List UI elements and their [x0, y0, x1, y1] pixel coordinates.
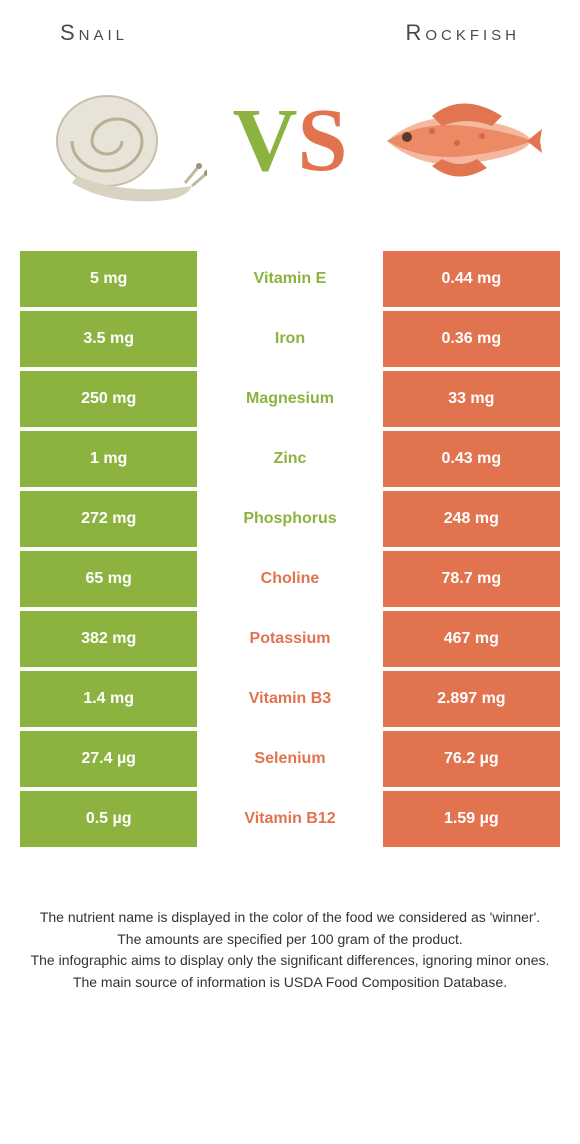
hero-section: V S	[0, 61, 580, 251]
food-title-left: Snail	[60, 20, 128, 46]
food-title-right: Rockfish	[405, 20, 520, 46]
table-row: 250 mgMagnesium33 mg	[20, 371, 560, 427]
footer-line-4: The main source of information is USDA F…	[30, 972, 550, 994]
nutrient-label: Magnesium	[201, 371, 378, 427]
nutrient-label: Choline	[201, 551, 378, 607]
nutrient-value-right: 248 mg	[383, 491, 560, 547]
table-row: 272 mgPhosphorus248 mg	[20, 491, 560, 547]
vs-label: V S	[232, 96, 347, 186]
footer-notes: The nutrient name is displayed in the co…	[30, 907, 550, 994]
table-row: 382 mgPotassium467 mg	[20, 611, 560, 667]
nutrient-value-left: 1.4 mg	[20, 671, 197, 727]
nutrient-value-left: 272 mg	[20, 491, 197, 547]
nutrient-label: Selenium	[201, 731, 378, 787]
nutrient-label: Phosphorus	[201, 491, 378, 547]
nutrient-value-right: 0.43 mg	[383, 431, 560, 487]
nutrient-table: 5 mgVitamin E0.44 mg3.5 mgIron0.36 mg250…	[20, 251, 560, 847]
table-row: 65 mgCholine78.7 mg	[20, 551, 560, 607]
snail-illustration	[37, 71, 207, 211]
vs-letter-v: V	[232, 96, 297, 186]
nutrient-label: Vitamin E	[201, 251, 378, 307]
table-row: 0.5 µgVitamin B121.59 µg	[20, 791, 560, 847]
nutrient-label: Vitamin B12	[201, 791, 378, 847]
nutrient-value-left: 27.4 µg	[20, 731, 197, 787]
table-row: 1.4 mgVitamin B32.897 mg	[20, 671, 560, 727]
nutrient-label: Vitamin B3	[201, 671, 378, 727]
header-row: Snail Rockfish	[0, 0, 580, 61]
nutrient-label: Iron	[201, 311, 378, 367]
nutrient-value-left: 382 mg	[20, 611, 197, 667]
nutrient-value-left: 250 mg	[20, 371, 197, 427]
table-row: 1 mgZinc0.43 mg	[20, 431, 560, 487]
nutrient-value-left: 65 mg	[20, 551, 197, 607]
nutrient-value-right: 78.7 mg	[383, 551, 560, 607]
footer-line-2: The amounts are specified per 100 gram o…	[30, 929, 550, 951]
nutrient-value-right: 0.36 mg	[383, 311, 560, 367]
nutrient-value-right: 76.2 µg	[383, 731, 560, 787]
table-row: 27.4 µgSelenium76.2 µg	[20, 731, 560, 787]
footer-line-1: The nutrient name is displayed in the co…	[30, 907, 550, 929]
nutrient-value-left: 0.5 µg	[20, 791, 197, 847]
vs-letter-s: S	[297, 96, 347, 186]
table-row: 5 mgVitamin E0.44 mg	[20, 251, 560, 307]
nutrient-value-left: 3.5 mg	[20, 311, 197, 367]
nutrient-label: Potassium	[201, 611, 378, 667]
table-row: 3.5 mgIron0.36 mg	[20, 311, 560, 367]
nutrient-value-right: 1.59 µg	[383, 791, 560, 847]
footer-line-3: The infographic aims to display only the…	[30, 950, 550, 972]
nutrient-value-right: 0.44 mg	[383, 251, 560, 307]
nutrient-value-left: 5 mg	[20, 251, 197, 307]
nutrient-value-right: 33 mg	[383, 371, 560, 427]
nutrient-value-left: 1 mg	[20, 431, 197, 487]
nutrient-value-right: 2.897 mg	[383, 671, 560, 727]
nutrient-value-right: 467 mg	[383, 611, 560, 667]
nutrient-label: Zinc	[201, 431, 378, 487]
rockfish-illustration	[372, 71, 542, 211]
